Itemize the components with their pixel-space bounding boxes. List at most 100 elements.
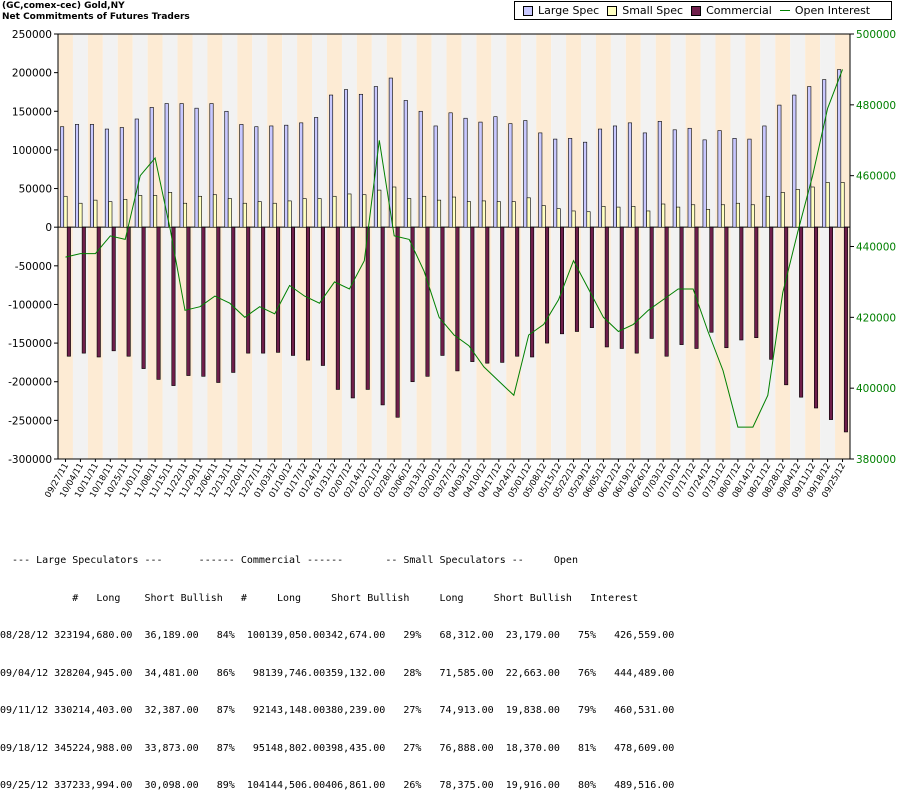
bar-large-spec — [119, 127, 124, 228]
bar-small-spec — [183, 202, 188, 228]
bar-small-spec — [257, 201, 262, 228]
bar-large-spec — [358, 93, 363, 228]
bar-commercial — [141, 226, 146, 369]
bar-commercial — [843, 226, 848, 433]
bar-large-spec — [538, 132, 543, 228]
y-left-tick-label: -100000 — [8, 299, 52, 311]
bar-commercial — [261, 226, 266, 354]
bar-commercial — [380, 226, 385, 406]
bar-small-spec — [481, 200, 486, 228]
bar-small-spec — [795, 189, 800, 228]
bar-large-spec — [388, 77, 393, 228]
bar-commercial — [664, 226, 669, 357]
table-row: 09/04/12 328204,945.00 34,481.00 86% 981… — [0, 667, 675, 679]
bar-small-spec — [556, 208, 561, 228]
bar-small-spec — [810, 186, 815, 228]
bar-small-spec — [706, 209, 711, 228]
bar-commercial — [530, 226, 535, 358]
bar-large-spec — [822, 79, 827, 228]
bar-commercial — [231, 226, 236, 373]
bar-small-spec — [496, 201, 501, 228]
bar-commercial — [96, 226, 101, 358]
bar-small-spec — [242, 202, 247, 228]
bar-small-spec — [840, 182, 845, 228]
bar-small-spec — [317, 198, 322, 228]
y-left-tick-label: 150000 — [12, 106, 52, 118]
bar-small-spec — [212, 194, 217, 228]
bar-small-spec — [661, 203, 666, 228]
bar-commercial — [500, 226, 505, 363]
bar-small-spec — [616, 206, 621, 228]
bar-large-spec — [568, 138, 573, 228]
bar-large-spec — [89, 124, 94, 228]
bar-large-spec — [807, 86, 812, 228]
bar-small-spec — [227, 198, 232, 228]
legend-label-small-spec: Small Spec — [622, 4, 684, 17]
bar-small-spec — [571, 210, 576, 228]
bar-large-spec — [642, 132, 647, 228]
bar-small-spec — [302, 198, 307, 228]
y-left-tick-label: -200000 — [8, 377, 52, 389]
bar-large-spec — [672, 129, 677, 228]
bar-large-spec — [448, 112, 453, 228]
bar-small-spec — [541, 205, 546, 228]
bar-small-spec — [601, 206, 606, 228]
bar-large-spec — [224, 110, 229, 228]
bar-commercial — [455, 226, 460, 372]
y-left-tick-label: -150000 — [8, 338, 52, 350]
bar-small-spec — [332, 195, 337, 228]
bar-commercial — [574, 226, 579, 332]
bar-large-spec — [284, 124, 289, 228]
bar-small-spec — [720, 204, 725, 228]
y-left-tick-label: 250000 — [12, 29, 52, 41]
bar-large-spec — [299, 122, 304, 228]
bar-small-spec — [631, 206, 636, 228]
bar-commercial — [769, 226, 774, 360]
table-header-columns: # Long Short Bullish # Long Short Bullis… — [0, 592, 639, 604]
bar-large-spec — [837, 69, 842, 228]
bar-commercial — [216, 226, 221, 383]
bar-commercial — [604, 226, 609, 348]
y-left-tick-label: -250000 — [8, 415, 52, 427]
bar-large-spec — [179, 103, 184, 228]
table-row: 09/25/12 337233,994.00 30,098.00 89% 104… — [0, 780, 675, 791]
bar-small-spec — [586, 211, 591, 228]
bar-large-spec — [493, 116, 498, 228]
bar-small-spec — [735, 202, 740, 228]
bar-large-spec — [239, 124, 244, 228]
bar-commercial — [291, 226, 296, 356]
bar-large-spec — [269, 125, 274, 228]
bar-commercial — [649, 226, 654, 339]
table-header-groups: --- Large Speculators --- ------ Commerc… — [0, 555, 578, 566]
bar-commercial — [335, 226, 340, 390]
bar-small-spec — [466, 201, 471, 228]
bar-commercial — [485, 226, 490, 364]
chart-subtitle: Net Commitments of Futures Traders — [2, 12, 190, 22]
bar-commercial — [156, 226, 161, 380]
y-left-tick-label: 0 — [45, 222, 52, 234]
bar-large-spec — [478, 121, 483, 228]
bar-large-spec — [792, 94, 797, 228]
bar-commercial — [246, 226, 251, 354]
bar-large-spec — [209, 103, 214, 228]
bar-commercial — [440, 226, 445, 356]
table-row: 09/11/12 330214,403.00 32,387.00 87% 921… — [0, 705, 675, 716]
bar-large-spec — [508, 123, 513, 228]
bar-commercial — [410, 226, 415, 383]
bar-large-spec — [134, 118, 139, 228]
bar-small-spec — [123, 199, 128, 228]
bar-commercial — [66, 226, 71, 357]
legend-item-commercial: Commercial — [691, 4, 772, 17]
bar-large-spec — [583, 141, 588, 228]
chart-title-block: (GC,comex-cec) Gold,NY Net Commitments o… — [2, 1, 190, 23]
bar-commercial — [709, 226, 714, 333]
bar-commercial — [694, 226, 699, 349]
bar-large-spec — [433, 125, 438, 228]
bar-commercial — [305, 226, 310, 361]
legend: Large Spec Small Spec Commercial Open In… — [514, 1, 892, 20]
bar-large-spec — [418, 110, 423, 228]
bar-commercial — [111, 226, 116, 352]
bar-commercial — [739, 226, 744, 341]
y-left-tick-label: -300000 — [8, 454, 52, 466]
table-row: 09/18/12 345224,988.00 33,873.00 87% 951… — [0, 742, 675, 754]
